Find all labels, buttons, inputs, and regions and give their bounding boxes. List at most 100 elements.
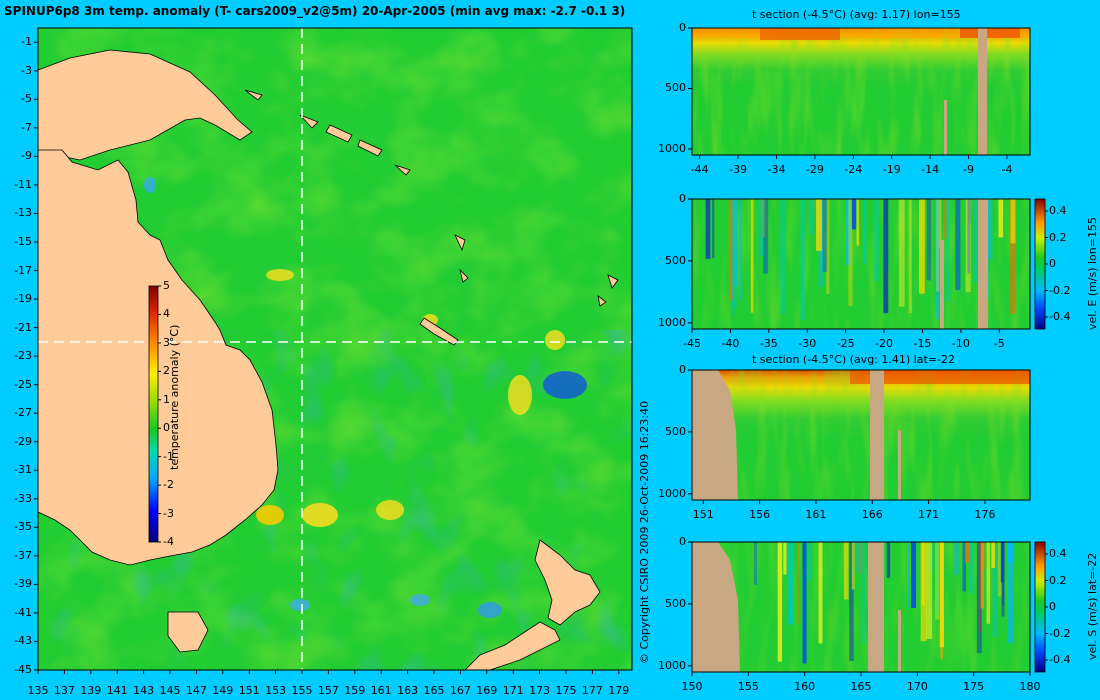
- velocity-streak: [849, 542, 854, 661]
- velocity-streak: [938, 199, 942, 248]
- velocity-streak: [712, 199, 715, 259]
- map-xtick-label: 139: [80, 684, 102, 697]
- map-ytick-label: -35: [14, 520, 32, 534]
- velocity-streak: [978, 542, 982, 632]
- velocity-streak: [826, 199, 830, 294]
- velocity-streak: [809, 199, 814, 235]
- map-xtick-label: 157: [317, 684, 339, 697]
- map-colorbar: [148, 285, 159, 543]
- velocity-streak: [1010, 199, 1016, 244]
- t-section-lat-xtick-label: 151: [692, 508, 714, 521]
- velocity-streak: [998, 199, 1004, 238]
- vel-s-ytick-label: 1000: [658, 658, 686, 672]
- t-section-lon-xtick-label: -4: [1001, 163, 1013, 176]
- velocity-streak: [797, 542, 800, 624]
- velocity-streak: [908, 199, 912, 314]
- vel-e-xtick-label: -40: [721, 337, 740, 350]
- vel-e-xtick-label: -10: [951, 337, 970, 350]
- cool-anomalies: [144, 177, 587, 618]
- map-xtick-label: 143: [133, 684, 155, 697]
- vel-e-colorbar-tick-label: 0: [1049, 257, 1056, 270]
- map-xtick-label: 169: [476, 684, 498, 697]
- t-section-lat-xtick-label: 166: [861, 508, 883, 521]
- velocity-streak: [911, 542, 917, 609]
- map-xtick-label: 175: [555, 684, 577, 697]
- velocity-streak: [818, 542, 823, 644]
- velocity-streak: [907, 542, 910, 609]
- velocity-streak: [980, 542, 984, 609]
- velocity-streak: [972, 199, 978, 283]
- velocity-streak: [986, 542, 991, 624]
- velocity-streak: [926, 199, 931, 281]
- vel-e-colorbar-tick-label: 0.4: [1049, 204, 1067, 217]
- velocity-streak: [935, 542, 942, 615]
- map-ytick-label: -31: [14, 463, 32, 477]
- vel-s-colorbar-label: vel. S (m/s) lat=-22: [1086, 552, 1099, 660]
- map-xtick-label: 173: [529, 684, 551, 697]
- velocity-streak: [898, 199, 905, 307]
- vel-e-colorbar-tick-label: -0.2: [1049, 283, 1071, 297]
- velocity-streak: [874, 199, 879, 281]
- map-xtick-label: 155: [291, 684, 313, 697]
- t-section-lat-ytick-label: 0: [679, 363, 686, 376]
- vel-e-xtick-label: -35: [759, 337, 778, 350]
- t-section-lat-xtick-label: 156: [749, 508, 771, 521]
- map-xtick-label: 149: [212, 684, 234, 697]
- map-ytick-label: -3: [21, 63, 32, 77]
- velocity-streak: [919, 199, 925, 294]
- map-ytick-label: -17: [14, 263, 32, 277]
- velocity-streak: [728, 199, 734, 301]
- panel-t-section-lon: [691, 27, 1031, 156]
- velocity-streak: [777, 542, 783, 662]
- velocity-streak: [758, 199, 764, 257]
- vel-s-colorbar-tick-label: -0.2: [1049, 626, 1071, 640]
- vel-e-colorbar-tick-label: -0.4: [1049, 310, 1071, 323]
- velocity-streak: [807, 542, 812, 581]
- vel-e-xtick-label: -20: [875, 337, 894, 350]
- map-ytick-label: -25: [14, 377, 32, 391]
- map-ytick-label: -11: [14, 177, 32, 191]
- velocity-streak: [851, 199, 857, 230]
- new-caledonia: [419, 317, 459, 346]
- velocity-streak: [969, 542, 975, 594]
- velocity-streak: [705, 199, 711, 259]
- map-ytick-label: -19: [14, 292, 32, 306]
- map-colorbar-tick-label: 0: [163, 421, 170, 435]
- velocity-streak: [1001, 542, 1005, 617]
- velocity-streak: [739, 199, 742, 301]
- map-colorbar-tick-label: 2: [163, 364, 170, 378]
- map-plot: [38, 28, 632, 670]
- map-ytick-label: -29: [14, 434, 32, 448]
- velocity-streak: [886, 542, 891, 578]
- t-section-lon-xtick-label: -24: [844, 163, 863, 176]
- t-section-lat-title: t section (-4.5°C) (avg: 1.41) lat=-22: [752, 353, 955, 366]
- map-ytick-label: -43: [14, 634, 32, 648]
- map-xtick-label: 171: [502, 684, 524, 697]
- t-section-lat-xtick-label: 176: [974, 508, 996, 521]
- map-colorbar-tick-label: -1: [163, 449, 174, 463]
- velocity-streak: [753, 542, 758, 585]
- velocity-streak: [965, 199, 971, 293]
- velocity-streak: [921, 542, 925, 606]
- map-ytick-label: -27: [14, 406, 32, 420]
- velocity-streak: [964, 542, 970, 563]
- vel-e-colorbar-label: vel. E (m/s) lon=155: [1086, 217, 1099, 330]
- velocity-streak: [848, 199, 853, 306]
- map-ytick-label: -15: [14, 235, 32, 248]
- velocity-streak: [943, 199, 947, 240]
- vel-e-ytick-label: 1000: [658, 315, 686, 329]
- map-colorbar-label: temperature anomaly (°C): [168, 324, 181, 470]
- velocity-streak: [967, 199, 971, 274]
- t-section-lon-xtick-label: -19: [882, 163, 901, 176]
- vel-e-xtick-label: -15: [913, 337, 932, 350]
- velocity-streak: [991, 542, 996, 568]
- velocity-streak: [731, 199, 735, 317]
- velocity-streak: [822, 199, 828, 272]
- nz-north: [534, 539, 601, 626]
- vel-s-ytick-label: 0: [679, 535, 686, 548]
- velocity-streak: [945, 199, 951, 301]
- map-xtick-label: 163: [397, 684, 419, 697]
- velocity-streak: [851, 542, 855, 590]
- map-colorbar-tick-label: -2: [163, 478, 174, 492]
